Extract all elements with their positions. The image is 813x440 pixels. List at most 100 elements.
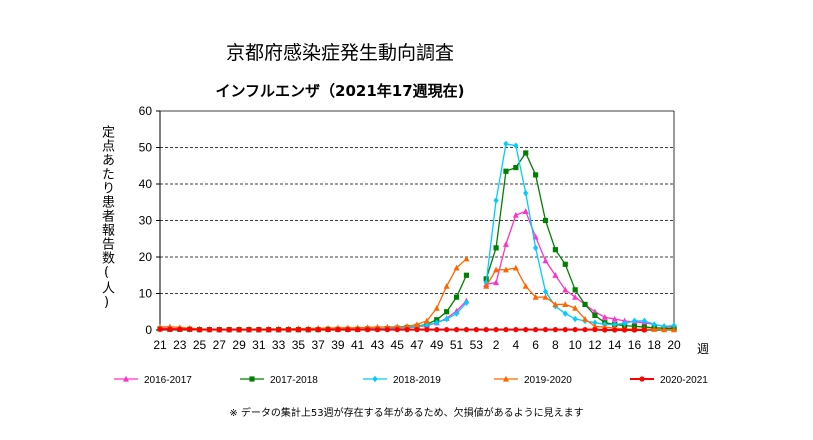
- data-point: [187, 326, 193, 332]
- data-point: [592, 327, 598, 333]
- series-2016-2017: [157, 208, 677, 333]
- x-tick-label: 10: [568, 338, 582, 352]
- data-point: [463, 272, 470, 278]
- data-point: [434, 327, 440, 333]
- data-point: [295, 327, 301, 333]
- legend-item: 2017-2018: [240, 375, 318, 386]
- data-point: [335, 327, 341, 333]
- x-tick-label: 41: [351, 338, 365, 352]
- data-point: [434, 319, 440, 326]
- data-point: [639, 376, 645, 382]
- x-tick-label: 23: [173, 338, 187, 352]
- data-point: [256, 327, 262, 333]
- data-point: [513, 142, 519, 149]
- x-tick-label: 49: [430, 338, 444, 352]
- x-tick-label: 37: [311, 338, 325, 352]
- data-point: [443, 283, 450, 289]
- x-tick-label: 14: [608, 338, 622, 352]
- y-tick-label: 30: [139, 214, 153, 228]
- data-point: [502, 241, 509, 247]
- series-line: [160, 328, 645, 331]
- data-point: [502, 266, 509, 273]
- x-tick-label: 8: [552, 338, 559, 352]
- data-point: [592, 319, 598, 326]
- legend-item: 2020-2021: [630, 375, 708, 386]
- data-point: [582, 301, 588, 308]
- data-point: [552, 272, 559, 278]
- y-tick-label: 10: [139, 287, 153, 301]
- data-point: [582, 315, 589, 322]
- data-point: [372, 375, 378, 383]
- data-point: [631, 327, 638, 333]
- x-tick-label: 31: [252, 338, 266, 352]
- data-point: [522, 283, 529, 289]
- data-point: [661, 326, 668, 333]
- data-point: [503, 327, 509, 333]
- x-tick-label: 20: [667, 338, 681, 352]
- data-point: [364, 327, 371, 333]
- data-point: [503, 168, 509, 174]
- data-point: [562, 301, 569, 308]
- data-point: [453, 310, 460, 317]
- x-tick-label: 35: [292, 338, 306, 352]
- x-tick-label: 18: [648, 338, 662, 352]
- x-tick-label: 2: [493, 338, 500, 352]
- data-point: [522, 208, 529, 214]
- data-point: [453, 264, 460, 271]
- data-point: [276, 327, 282, 333]
- data-point: [167, 326, 173, 332]
- data-point: [533, 172, 539, 178]
- data-point: [572, 304, 579, 311]
- data-point: [542, 257, 549, 264]
- x-tick-label: 51: [450, 338, 464, 352]
- y-tick-label: 20: [139, 250, 153, 264]
- data-point: [424, 327, 430, 333]
- data-point: [523, 327, 529, 333]
- data-point: [542, 327, 549, 333]
- data-point: [246, 327, 252, 333]
- series-2017-2018: [157, 150, 677, 333]
- footnote: ※ データの集計上53週が存在する年があるため、欠損値があるように見えます: [229, 408, 584, 419]
- data-point: [444, 327, 450, 333]
- data-point: [512, 211, 519, 218]
- x-tick-label: 4: [513, 338, 520, 352]
- data-point: [542, 217, 549, 224]
- data-point: [249, 376, 255, 382]
- x-tick-labels: 21 23 25 27 29 31 33 35 37 39 41 43 45 47 49 51 53 2 4 6 8 10…: [153, 338, 681, 352]
- x-tick-label: 21: [153, 338, 167, 352]
- x-tick-label: 12: [588, 338, 602, 352]
- data-point: [493, 327, 499, 333]
- data-point: [523, 189, 529, 197]
- data-point: [671, 326, 677, 333]
- data-point: [651, 321, 657, 328]
- data-point: [552, 247, 558, 253]
- data-point: [631, 317, 638, 325]
- x-tick-label: 39: [331, 338, 345, 352]
- chart-subtitle: インフルエンザ（2021年17週現在): [215, 82, 465, 100]
- data-point: [355, 327, 361, 333]
- series-line: [160, 302, 467, 331]
- series-group: [157, 140, 677, 333]
- data-point: [157, 326, 163, 332]
- y-tick-labels: 0 10 20 30 40 50 60: [139, 104, 153, 337]
- legend-label: 2016-2017: [144, 375, 192, 386]
- data-point: [423, 317, 430, 324]
- gridlines: [160, 110, 674, 294]
- data-point: [552, 327, 558, 333]
- data-point: [305, 327, 311, 333]
- data-point: [612, 327, 618, 333]
- data-point: [206, 327, 213, 333]
- data-point: [572, 287, 578, 293]
- data-point: [493, 266, 500, 273]
- x-tick-label: 47: [410, 338, 424, 352]
- x-tick-label: 6: [532, 338, 539, 352]
- legend-item: 2019-2020: [494, 375, 572, 386]
- data-point: [315, 327, 321, 333]
- data-point: [414, 321, 420, 328]
- chart-title: 京都府感染症発生動向調査: [225, 42, 454, 64]
- x-tick-label: 29: [232, 338, 246, 352]
- x-tick-label: 45: [391, 338, 405, 352]
- series-2018-2019: [157, 140, 677, 333]
- data-point: [533, 327, 539, 333]
- data-point: [582, 327, 588, 333]
